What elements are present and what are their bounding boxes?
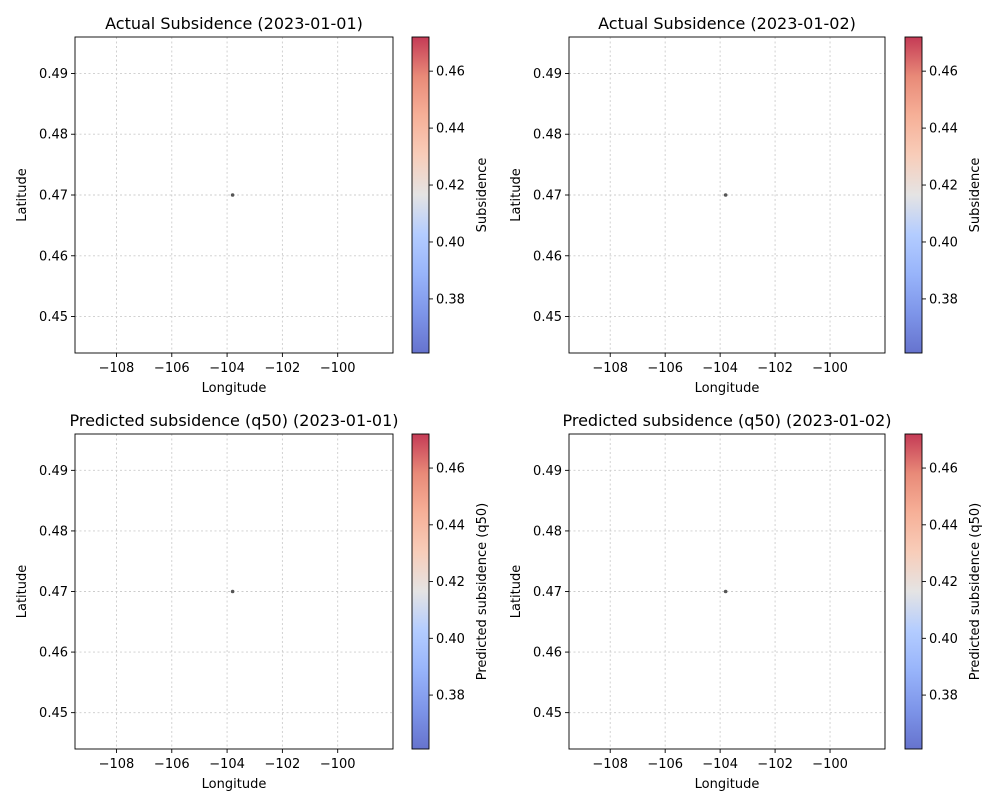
chart-title: Actual Subsidence (2023-01-02) <box>598 14 856 33</box>
chart-panel-1: −108 −106 −104 −102 −100 0.45 0.46 0.47 0.48 0.49… <box>15 14 490 396</box>
chart-panel-3: −108 −106 −104 −102 −100 0.45 0.46 0.47 0.48 0.49… <box>15 411 490 792</box>
y-tick-label: 0.46 <box>533 646 562 661</box>
colorbar-tick-label: 0.42 <box>436 575 465 590</box>
colorbar-tick-label: 0.40 <box>436 632 465 647</box>
y-tick-label: 0.47 <box>39 189 68 204</box>
data-point <box>230 193 235 197</box>
colorbar-label: Subsidence <box>475 158 490 233</box>
y-tick-label: 0.46 <box>533 249 562 264</box>
chart-title: Actual Subsidence (2023-01-01) <box>105 14 363 33</box>
y-tick-label: 0.49 <box>39 67 68 82</box>
colorbar-tick-label: 0.46 <box>436 65 465 80</box>
y-tick-label: 0.48 <box>39 128 68 143</box>
chart-title: Predicted subsidence (q50) (2023-01-02) <box>562 411 891 430</box>
colorbar-label: Predicted subsidence (q50) <box>968 503 983 681</box>
y-tick-label: 0.47 <box>533 189 562 204</box>
y-tick-label: 0.49 <box>533 464 562 479</box>
y-tick-label: 0.47 <box>39 585 68 600</box>
y-tick-label: 0.45 <box>39 706 68 721</box>
colorbar-label: Predicted subsidence (q50) <box>475 503 490 681</box>
x-tick-label: −104 <box>209 361 245 376</box>
y-tick-label: 0.48 <box>533 128 562 143</box>
colorbar-frame <box>904 433 923 750</box>
colorbar-tick-label: 0.40 <box>436 235 465 250</box>
x-tick-label: −102 <box>757 361 793 376</box>
colorbar-label: Subsidence <box>968 158 983 233</box>
x-tick-label: −104 <box>209 757 245 772</box>
colorbar-tick-label: 0.46 <box>929 65 958 80</box>
y-tick-label: 0.49 <box>533 67 562 82</box>
x-axis-label: Longitude <box>695 777 760 792</box>
data-point <box>723 589 728 594</box>
data-point <box>230 589 235 594</box>
colorbar-tick-label: 0.40 <box>929 235 958 250</box>
y-tick-label: 0.48 <box>39 524 68 539</box>
x-tick-label: −100 <box>812 757 848 772</box>
x-tick-label: −100 <box>812 361 848 376</box>
chart-panel-4: −108 −106 −104 −102 −100 0.45 0.46 0.47 0.48 0.49… <box>509 411 983 792</box>
x-tick-label: −100 <box>320 757 356 772</box>
colorbar-tick-label: 0.38 <box>436 689 465 704</box>
colorbar <box>412 434 429 749</box>
colorbar-frame <box>904 36 923 354</box>
x-tick-label: −108 <box>99 757 135 772</box>
y-tick-label: 0.46 <box>39 646 68 661</box>
colorbar-tick-label: 0.42 <box>929 575 958 590</box>
x-tick-label: −106 <box>647 361 683 376</box>
x-tick-label: −108 <box>99 361 135 376</box>
colorbar-tick-label: 0.38 <box>436 292 465 307</box>
colorbar-tick-label: 0.42 <box>436 179 465 194</box>
colorbar <box>412 37 429 353</box>
y-tick-label: 0.49 <box>39 464 68 479</box>
x-tick-label: −106 <box>154 361 190 376</box>
y-axis-label: Latitude <box>15 565 30 619</box>
y-tick-label: 0.48 <box>533 524 562 539</box>
x-axis-label: Longitude <box>202 777 267 792</box>
y-tick-label: 0.45 <box>533 310 562 325</box>
colorbar-frame <box>411 433 430 750</box>
colorbar <box>905 37 922 353</box>
x-tick-label: −108 <box>592 757 628 772</box>
x-tick-label: −106 <box>647 757 683 772</box>
colorbar-frame <box>411 36 430 354</box>
colorbar-tick-label: 0.42 <box>929 179 958 194</box>
y-tick-label: 0.47 <box>533 585 562 600</box>
colorbar-tick-label: 0.44 <box>436 122 465 137</box>
data-point <box>723 193 728 197</box>
y-tick-label: 0.45 <box>39 310 68 325</box>
chart-panel-2: −108 −106 −104 −102 −100 0.45 0.46 0.47 0.48 0.49… <box>509 14 983 396</box>
x-tick-label: −102 <box>265 361 301 376</box>
x-tick-label: −106 <box>154 757 190 772</box>
colorbar-tick-label: 0.44 <box>436 518 465 533</box>
y-axis-label: Latitude <box>15 168 30 222</box>
x-tick-label: −100 <box>320 361 356 376</box>
colorbar <box>905 434 922 749</box>
y-axis-label: Latitude <box>509 565 524 619</box>
x-tick-label: −104 <box>702 361 738 376</box>
colorbar-tick-label: 0.46 <box>929 462 958 477</box>
chart-title: Predicted subsidence (q50) (2023-01-01) <box>69 411 398 430</box>
x-tick-label: −108 <box>592 361 628 376</box>
y-tick-label: 0.46 <box>39 249 68 264</box>
x-tick-label: −102 <box>265 757 301 772</box>
x-axis-label: Longitude <box>695 381 760 396</box>
y-tick-label: 0.45 <box>533 706 562 721</box>
x-tick-label: −102 <box>757 757 793 772</box>
x-axis-label: Longitude <box>202 381 267 396</box>
colorbar-tick-label: 0.38 <box>929 689 958 704</box>
colorbar-tick-label: 0.46 <box>436 462 465 477</box>
colorbar-tick-label: 0.40 <box>929 632 958 647</box>
colorbar-tick-label: 0.44 <box>929 518 958 533</box>
colorbar-tick-label: 0.44 <box>929 122 958 137</box>
y-axis-label: Latitude <box>509 168 524 222</box>
colorbar-tick-label: 0.38 <box>929 292 958 307</box>
x-tick-label: −104 <box>702 757 738 772</box>
